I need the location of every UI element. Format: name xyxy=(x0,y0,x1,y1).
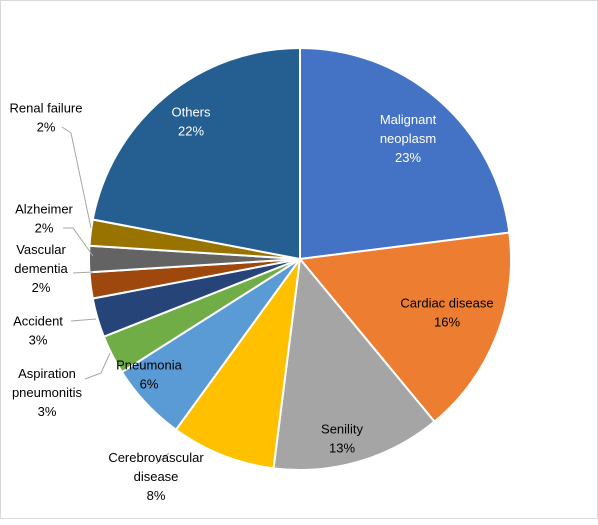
leader-line-cerebrovascular-disease xyxy=(155,452,170,465)
slice-value-label: 2% xyxy=(37,120,56,135)
pie-slice-malignant-neoplasm xyxy=(299,47,511,260)
leader-lines xyxy=(61,126,170,465)
slice-label-alzheimer: Alzheimer 2% xyxy=(15,202,73,236)
slice-name-label: Malignant xyxy=(380,112,437,127)
slice-value-label: 6% xyxy=(140,377,159,392)
slice-name-label: Pneumonia xyxy=(116,358,183,373)
slice-name-label: Accident xyxy=(13,314,63,329)
slice-value-label: 8% xyxy=(147,488,166,503)
slice-label-cerebrovascular-disease: Cerebrovascular disease 8% xyxy=(108,450,204,503)
slice-value-label: 16% xyxy=(434,315,460,330)
slice-label-accident: Accident 3% xyxy=(13,314,63,348)
slice-name-label: Renal failure xyxy=(10,101,83,116)
pie-slice-senility xyxy=(272,258,436,471)
slice-value-label: 22% xyxy=(178,124,204,139)
slice-label-senility: Senility 13% xyxy=(321,422,363,456)
slice-label-cardiac-disease: Cardiac disease 16% xyxy=(400,296,493,330)
slice-name-label: neoplasm xyxy=(380,131,436,146)
slice-label-pneumonia: Pneumonia 6% xyxy=(116,358,183,392)
slice-labels: Malignant neoplasm 23% Cardiac disease 16% Se… xyxy=(10,101,494,504)
slice-value-label: 3% xyxy=(38,404,57,419)
leader-line-aspiration-pneumonitis xyxy=(84,352,111,380)
slice-name-label: dementia xyxy=(14,261,68,276)
slice-name-label: Senility xyxy=(321,422,363,437)
leader-line-alzheimer xyxy=(63,227,94,257)
slice-name-label: Others xyxy=(171,105,211,120)
slice-name-label: Vascular xyxy=(16,242,66,257)
slice-name-label: Aspiration xyxy=(18,366,76,381)
slice-label-renal-failure: Renal failure 2% xyxy=(10,101,83,135)
slice-value-label: 3% xyxy=(29,333,48,348)
slice-label-others: Others 22% xyxy=(171,105,211,139)
slice-value-label: 2% xyxy=(35,221,54,236)
slice-name-label: pneumonitis xyxy=(12,385,83,400)
slice-value-label: 23% xyxy=(395,150,421,165)
pie-slice-others xyxy=(91,47,301,260)
pie-slice-cardiac-disease xyxy=(299,231,512,423)
leader-line-vascular-dementia xyxy=(72,271,94,274)
slice-name-label: Alzheimer xyxy=(15,202,73,217)
slice-name-label: disease xyxy=(134,469,179,484)
pie-slices xyxy=(88,47,512,471)
leader-line-renal-failure xyxy=(61,126,92,229)
slice-name-label: Cardiac disease xyxy=(400,296,493,311)
slice-label-aspiration-pneumonitis: Aspiration pneumonitis 3% xyxy=(12,366,83,419)
slice-label-malignant-neoplasm: Malignant neoplasm 23% xyxy=(380,112,437,165)
slice-label-vascular-dementia: Vascular dementia 2% xyxy=(14,242,68,295)
leader-line-accident xyxy=(70,318,97,322)
slice-name-label: Cerebrovascular xyxy=(108,450,204,465)
pie-slice-cerebrovascular-disease xyxy=(174,258,301,470)
slice-value-label: 2% xyxy=(32,280,51,295)
slice-value-label: 13% xyxy=(329,441,355,456)
